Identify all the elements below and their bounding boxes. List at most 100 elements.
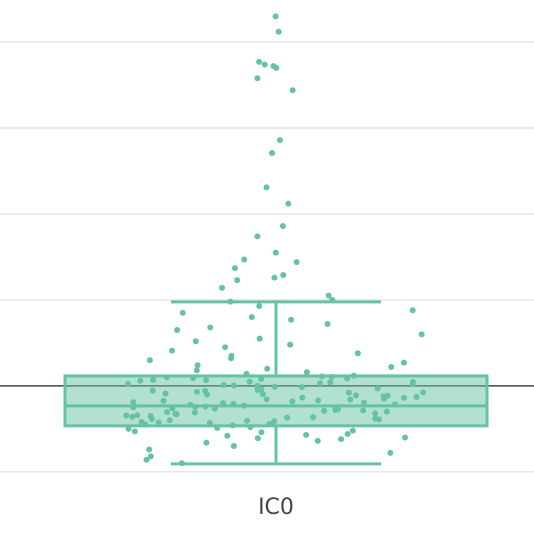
point xyxy=(214,424,221,431)
point xyxy=(194,388,201,395)
point xyxy=(259,391,266,398)
point xyxy=(187,401,194,408)
point xyxy=(321,407,328,414)
point xyxy=(374,385,381,392)
point xyxy=(244,417,251,424)
point xyxy=(347,396,354,403)
point xyxy=(315,397,322,404)
point xyxy=(169,347,176,354)
point xyxy=(338,436,345,443)
point xyxy=(272,13,279,20)
point xyxy=(203,439,210,446)
point xyxy=(344,375,351,382)
point xyxy=(303,369,310,376)
point xyxy=(293,259,300,266)
point xyxy=(276,137,283,144)
point xyxy=(234,277,241,284)
point xyxy=(172,410,179,417)
point xyxy=(352,392,359,399)
point xyxy=(327,379,334,386)
point xyxy=(391,401,398,408)
point xyxy=(248,314,255,321)
point xyxy=(279,223,286,230)
point xyxy=(125,380,132,387)
point xyxy=(241,256,248,263)
point xyxy=(254,435,261,442)
point xyxy=(288,316,295,323)
point xyxy=(169,405,176,412)
point xyxy=(191,409,198,416)
point xyxy=(273,64,280,71)
point xyxy=(409,307,416,314)
point xyxy=(123,412,130,419)
point xyxy=(224,432,231,439)
point xyxy=(178,460,185,467)
point xyxy=(402,434,409,441)
point xyxy=(325,292,332,299)
point xyxy=(230,400,237,407)
point xyxy=(272,249,279,256)
point xyxy=(303,431,310,438)
point xyxy=(204,391,211,398)
point xyxy=(134,412,141,419)
point xyxy=(163,374,170,381)
point xyxy=(230,382,237,389)
point xyxy=(258,376,265,383)
point xyxy=(220,382,227,389)
point xyxy=(131,428,138,435)
point xyxy=(231,265,238,272)
point xyxy=(137,377,144,384)
point xyxy=(349,427,356,434)
point xyxy=(254,75,261,82)
point xyxy=(263,396,270,403)
point xyxy=(383,408,390,415)
point xyxy=(148,415,155,422)
point xyxy=(246,378,253,385)
point xyxy=(227,298,234,305)
point xyxy=(174,327,181,334)
point xyxy=(256,335,263,342)
point xyxy=(155,419,162,426)
point xyxy=(350,372,357,379)
point xyxy=(207,324,214,331)
point xyxy=(256,58,263,65)
point xyxy=(420,389,427,396)
point xyxy=(328,373,335,380)
point xyxy=(194,362,201,369)
point xyxy=(143,456,150,463)
point xyxy=(130,399,137,406)
point xyxy=(384,392,391,399)
point xyxy=(275,28,282,35)
point xyxy=(314,437,321,444)
point xyxy=(280,272,287,279)
point xyxy=(228,355,235,362)
point xyxy=(317,380,324,387)
point xyxy=(271,274,278,281)
point xyxy=(150,376,157,383)
point xyxy=(289,398,296,405)
point xyxy=(129,413,136,420)
point xyxy=(400,359,407,366)
point xyxy=(243,370,250,377)
point xyxy=(149,387,156,394)
point xyxy=(211,405,218,412)
point xyxy=(166,417,173,424)
point xyxy=(284,414,291,421)
point xyxy=(345,389,352,396)
point xyxy=(372,410,379,417)
point xyxy=(298,384,305,391)
point xyxy=(310,414,317,421)
point xyxy=(413,394,420,401)
point xyxy=(222,344,229,351)
point xyxy=(247,424,254,431)
point xyxy=(271,383,278,390)
point xyxy=(266,421,273,428)
point xyxy=(332,406,339,413)
point xyxy=(130,404,137,411)
point xyxy=(354,350,361,357)
point xyxy=(401,394,408,401)
point xyxy=(163,409,170,416)
point xyxy=(192,338,199,345)
point xyxy=(190,375,197,382)
point xyxy=(160,397,167,404)
